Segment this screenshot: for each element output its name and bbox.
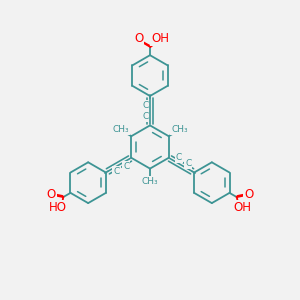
Text: OH: OH	[233, 201, 251, 214]
Text: C: C	[142, 112, 148, 121]
Text: C: C	[185, 159, 191, 168]
Text: C: C	[113, 167, 120, 176]
Text: O: O	[134, 32, 143, 45]
Text: C: C	[123, 162, 129, 171]
Text: O: O	[46, 188, 56, 201]
Text: O: O	[244, 188, 254, 201]
Text: HO: HO	[49, 201, 67, 214]
Text: CH₃: CH₃	[112, 125, 129, 134]
Text: CH₃: CH₃	[171, 125, 188, 134]
Text: CH₃: CH₃	[142, 177, 158, 186]
Text: OH: OH	[151, 32, 169, 45]
Text: C: C	[142, 101, 148, 110]
Text: C: C	[176, 154, 182, 163]
